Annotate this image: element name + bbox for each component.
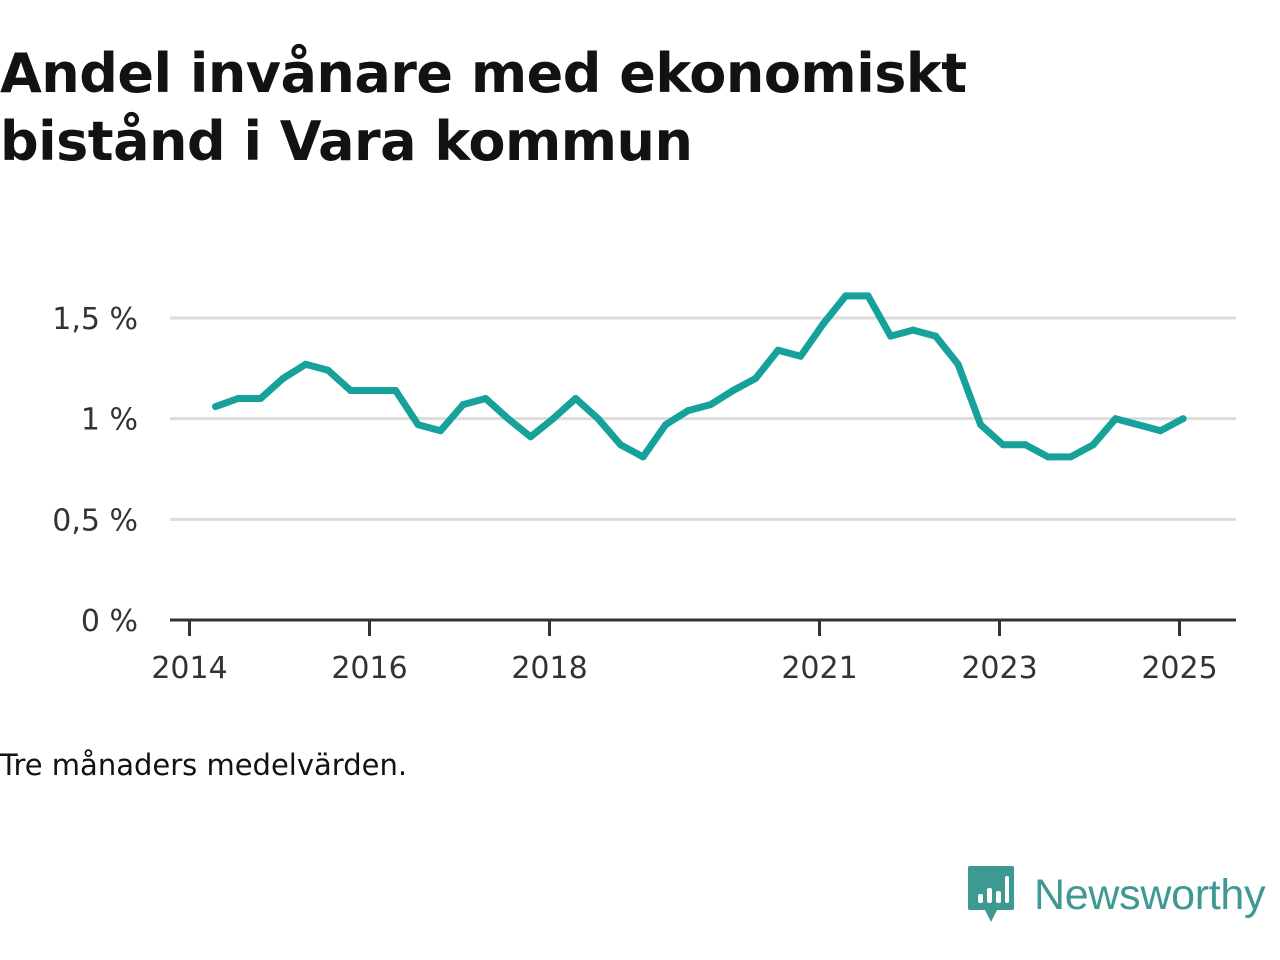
brand-name: Newsworthy xyxy=(1034,870,1266,919)
x-tick-label: 2021 xyxy=(781,651,857,686)
data-point xyxy=(549,415,557,423)
data-point xyxy=(1179,415,1187,423)
x-axis-labels: 2014 2016 2018 2021 2023 2025 xyxy=(151,651,1217,686)
data-points xyxy=(212,292,1187,461)
data-point xyxy=(527,433,535,441)
data-point xyxy=(932,332,940,340)
y-tick-label: 1,5 % xyxy=(52,302,138,337)
chart-caption: Tre månaders medelvärden. xyxy=(0,748,408,782)
x-tick-label: 2016 xyxy=(331,651,407,686)
data-point xyxy=(572,395,580,402)
y-tick-label: 0 % xyxy=(81,604,138,639)
data-point xyxy=(662,421,670,429)
data-point xyxy=(1067,453,1075,461)
data-point xyxy=(302,360,310,368)
data-point xyxy=(842,292,850,300)
bar-chart-speech-bubble-icon xyxy=(968,866,1014,922)
brand-logo: Newsworthy xyxy=(966,864,1265,926)
data-point xyxy=(819,320,827,328)
x-tick-label: 2014 xyxy=(151,651,227,686)
y-tick-label: 0,5 % xyxy=(52,503,138,538)
data-point xyxy=(774,346,782,354)
gridlines xyxy=(170,316,1236,521)
data-point xyxy=(504,415,512,423)
data-point xyxy=(977,421,985,429)
data-point xyxy=(797,352,805,360)
data-point xyxy=(594,415,602,423)
data-point xyxy=(729,387,737,394)
x-tick-label: 2025 xyxy=(1141,651,1217,686)
data-point xyxy=(707,401,715,409)
data-point xyxy=(324,366,332,374)
y-tick-label: 1 % xyxy=(81,403,138,438)
data-point xyxy=(1022,441,1030,449)
data-point xyxy=(954,360,962,368)
chart-title: Andel invånare med ekonomiskt bistånd i … xyxy=(0,42,967,173)
data-point xyxy=(639,453,647,461)
data-point xyxy=(909,326,917,334)
data-point xyxy=(437,427,445,435)
data-point xyxy=(234,395,242,402)
data-point xyxy=(1134,421,1142,429)
x-tick-label: 2018 xyxy=(511,651,587,686)
data-point xyxy=(392,387,400,394)
data-point xyxy=(369,387,377,394)
x-tick-label: 2023 xyxy=(961,651,1037,686)
data-point xyxy=(414,421,422,429)
data-point xyxy=(347,387,355,394)
series-line xyxy=(212,292,1187,461)
x-axis-ticks xyxy=(188,620,1181,636)
data-point xyxy=(482,395,490,402)
data-point xyxy=(279,374,287,382)
data-point xyxy=(212,403,220,411)
data-point xyxy=(864,292,872,300)
y-axis-labels: 0 % 0,5 % 1 % 1,5 % xyxy=(52,302,138,639)
data-point xyxy=(684,407,692,415)
data-point xyxy=(257,395,265,402)
data-point xyxy=(1112,415,1120,423)
data-point xyxy=(1089,441,1097,449)
data-point xyxy=(752,374,760,382)
data-point xyxy=(1044,453,1052,461)
data-point xyxy=(999,441,1007,449)
data-point xyxy=(459,401,467,409)
data-point xyxy=(1157,427,1165,435)
data-point xyxy=(617,441,625,449)
data-point xyxy=(887,332,895,340)
